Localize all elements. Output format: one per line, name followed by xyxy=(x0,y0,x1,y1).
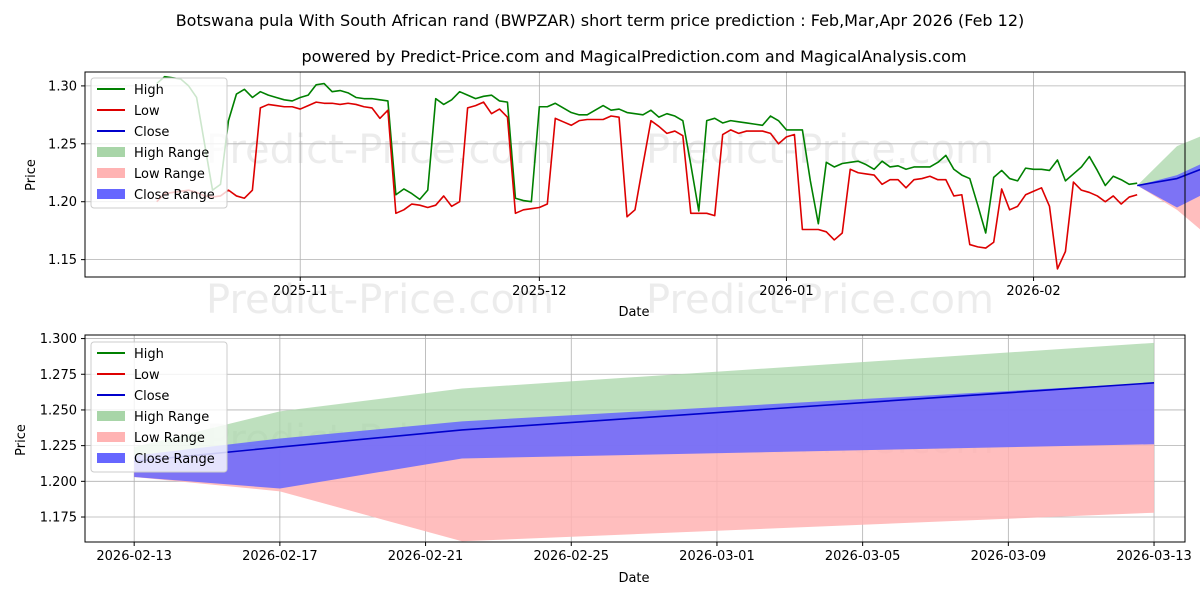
low-series-line xyxy=(156,101,1138,270)
legend-label-close: Close xyxy=(134,125,169,140)
watermark-text: Predict-Price.com xyxy=(646,127,994,173)
series-top xyxy=(156,75,1200,270)
legend-label-low: Low xyxy=(134,368,160,383)
x-tick-label: 2026-03-13 xyxy=(1116,549,1192,564)
legend-swatch-low-range xyxy=(97,432,125,442)
x-axis-ticks-bottom: 2026-02-13 2026-02-17 2026-02-21 2026-02-25… xyxy=(96,542,1192,564)
legend-label-close: Close xyxy=(134,389,169,404)
chart-subtitle: powered by Predict-Price.com and Magical… xyxy=(301,47,966,66)
y-tick-label: 1.275 xyxy=(40,368,77,383)
x-axis-label-top: Date xyxy=(618,305,649,320)
plot-frame-bottom xyxy=(84,334,1186,543)
high-series-line xyxy=(156,75,1138,234)
y-tick-label: 1.20 xyxy=(48,195,77,210)
x-tick-label: 2026-03-09 xyxy=(971,549,1047,564)
x-tick-label: 2026-02-21 xyxy=(388,549,464,564)
x-tick-label: 2026-02 xyxy=(1006,284,1060,299)
legend-label-close-range: Close Range xyxy=(134,452,215,467)
x-tick-label: 2026-03-01 xyxy=(679,549,755,564)
grid-top xyxy=(85,72,1185,277)
y-axis-ticks-bottom: 1.175 1.200 1.225 1.250 1.275 1.300 xyxy=(40,332,85,526)
y-tick-label: 1.175 xyxy=(40,511,77,526)
chart-title: Botswana pula With South African rand (B… xyxy=(176,11,1025,30)
watermark-group-top: Predict-Price.com Predict-Price.com Pred… xyxy=(206,127,994,323)
legend-label-high-range: High Range xyxy=(134,146,209,161)
legend-swatch-close-range xyxy=(97,453,125,463)
y-tick-label: 1.30 xyxy=(48,79,77,94)
y-axis-label-bottom: Price xyxy=(14,424,29,456)
panel-bottom: Predict-Price.com Predict-Price.com 2026… xyxy=(14,332,1192,586)
y-axis-ticks-top: 1.15 1.20 1.25 1.30 xyxy=(48,79,85,268)
series-bottom xyxy=(134,342,1155,542)
close-range-band xyxy=(134,382,1155,489)
close-series-line xyxy=(1137,168,1200,187)
y-tick-label: 1.200 xyxy=(40,475,77,490)
y-tick-label: 1.250 xyxy=(40,403,77,418)
x-tick-label: 2026-03-05 xyxy=(825,549,901,564)
legend-bottom: High Low Close High Range Low Range Clos… xyxy=(90,341,228,473)
x-tick-label: 2025-12 xyxy=(512,284,566,299)
legend-label-high-range: High Range xyxy=(134,410,209,425)
x-axis-label-bottom: Date xyxy=(618,571,649,586)
legend-top: High Low Close High Range Low Range Clos… xyxy=(90,77,228,209)
x-tick-label: 2025-11 xyxy=(273,284,327,299)
plot-frame-top xyxy=(84,71,1186,278)
y-axis-label-top: Price xyxy=(24,159,39,191)
watermark-text: Predict-Price.com xyxy=(206,127,554,173)
y-tick-label: 1.15 xyxy=(48,253,77,268)
legend-label-low-range: Low Range xyxy=(134,431,205,446)
legend-label-high: High xyxy=(134,83,164,98)
x-tick-label: 2026-02-17 xyxy=(242,549,318,564)
watermark-text: Predict-Price.com xyxy=(206,277,554,323)
y-tick-label: 1.300 xyxy=(40,332,77,347)
x-tick-label: 2026-02-25 xyxy=(533,549,609,564)
x-tick-label: 2026-02-13 xyxy=(96,549,172,564)
legend-label-high: High xyxy=(134,347,164,362)
legend-swatch-low-range xyxy=(97,168,125,178)
x-tick-label: 2026-01 xyxy=(759,284,813,299)
legend-label-close-range: Close Range xyxy=(134,188,215,203)
y-tick-label: 1.225 xyxy=(40,439,77,454)
legend-swatch-high-range xyxy=(97,411,125,421)
legend-swatch-high-range xyxy=(97,147,125,157)
legend-label-low-range: Low Range xyxy=(134,167,205,182)
y-tick-label: 1.25 xyxy=(48,137,77,152)
watermark-text: Predict-Price.com xyxy=(646,277,994,323)
panel-top: Predict-Price.com Predict-Price.com Pred… xyxy=(24,71,1200,323)
legend-swatch-close-range xyxy=(97,189,125,199)
legend-label-low: Low xyxy=(134,104,160,119)
